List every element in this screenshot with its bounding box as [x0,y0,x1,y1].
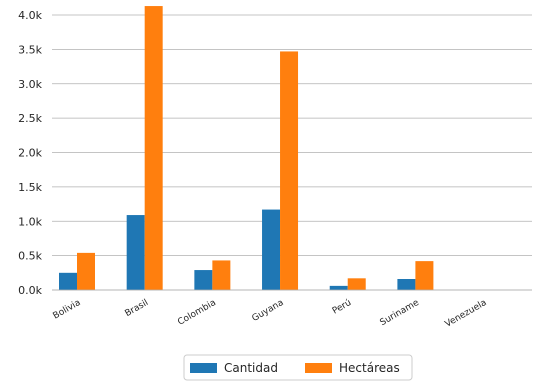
x-tick-label: Venezuela [444,298,489,330]
bar-cantidad-bolivia [59,272,77,290]
bar-cantidad-suriname [397,279,416,290]
x-axis-ticks: Bolivia Brasil Colombia Guyana Perú Suriname V… [51,298,488,330]
bar-cantidad-brasil [126,215,145,290]
legend-box [183,354,413,381]
x-tick-label: Bolivia [51,298,82,322]
x-tick-label: Guyana [250,298,285,324]
y-tick-label: 0.0k [18,284,42,297]
x-tick-label: Suriname [379,298,422,328]
y-tick-label: 0.5k [18,250,42,263]
legend-label: Hectáreas [339,361,400,375]
y-axis-ticks: 0.0k 0.5k 1.0k 1.5k 2.0k 2.5k 3.0k 3.5k 4.0k [18,9,42,297]
y-tick-label: 2.0k [18,147,42,160]
bar-hectreas-suriname [415,261,434,290]
bar-hectreas-per [347,278,366,290]
bars [59,6,434,290]
bar-hectreas-bolivia [77,252,95,290]
bar-cantidad-per [329,285,348,290]
y-tick-label: 2.5k [18,112,42,125]
y-tick-label: 4.0k [18,9,42,22]
legend-label: Cantidad [224,361,278,375]
x-tick-label: Colombia [176,298,218,328]
legend-swatch [190,363,217,373]
x-tick-label: Brasil [123,298,150,319]
legend-swatch [305,363,332,373]
y-tick-label: 1.5k [18,181,42,194]
bar-hectreas-guyana [280,51,299,290]
y-tick-label: 3.0k [18,78,42,91]
bar-cantidad-colombia [194,270,213,290]
bar-hectreas-colombia [212,260,231,290]
y-tick-label: 1.0k [18,215,42,228]
x-tick-label: Perú [331,298,353,317]
legend: Cantidad Hectáreas [183,354,413,381]
bar-cantidad-guyana [262,209,281,290]
y-tick-label: 3.5k [18,43,42,56]
bar-hectreas-brasil [144,6,163,290]
